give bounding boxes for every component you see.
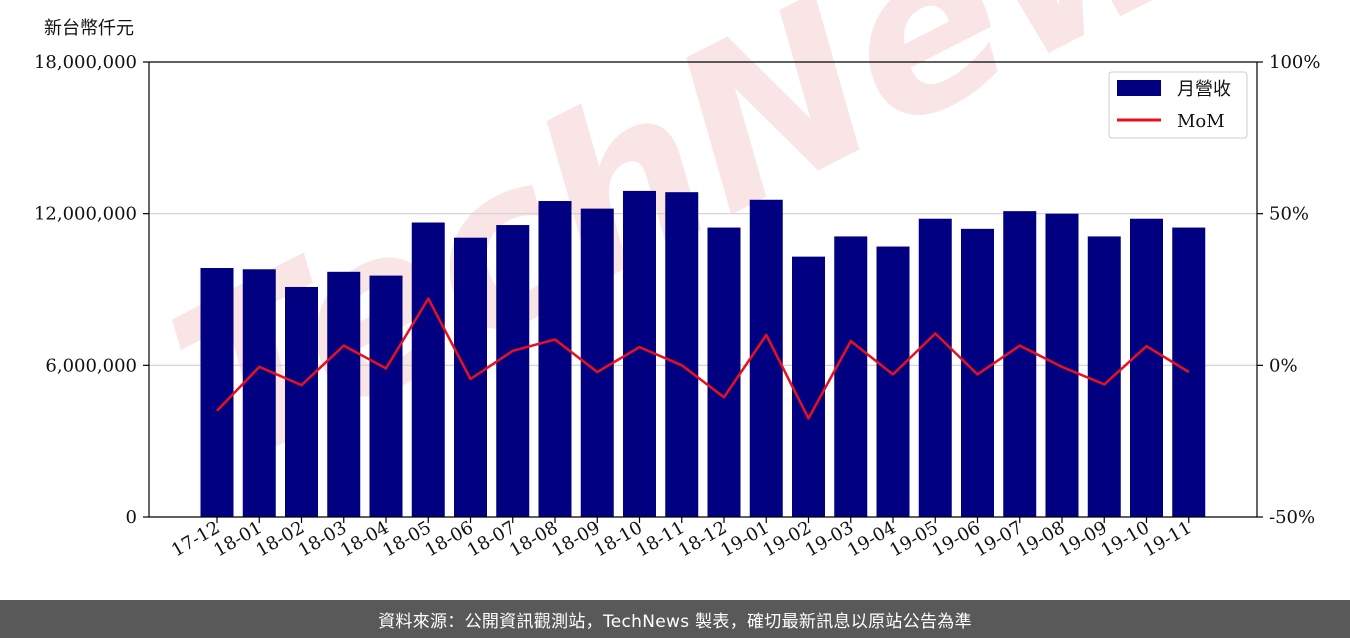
bar-19-03: [834, 236, 868, 517]
bar-19-05: [918, 218, 952, 517]
bar-18-01: [242, 269, 276, 517]
right-tick-label: 50%: [1269, 204, 1309, 225]
bar-18-05: [411, 222, 445, 517]
legend-bar-label: 月營收: [1177, 79, 1231, 100]
bar-19-10: [1130, 218, 1163, 517]
left-y-axis-ticks: 0 6,000,000 12,000,000 18,000,000: [34, 52, 149, 528]
bar-19-02: [792, 256, 825, 517]
y-axis-label: 新台幣仟元: [44, 18, 134, 39]
legend-bar-swatch: [1117, 80, 1161, 96]
bar-19-07: [1003, 211, 1037, 517]
axes: [148, 61, 1258, 518]
right-tick-label: 100%: [1269, 52, 1320, 73]
bar-17-12: [200, 268, 234, 517]
mom-line-series: [216, 297, 1190, 420]
bar-series: [200, 190, 1206, 518]
right-tick-label: 0%: [1269, 355, 1298, 376]
legend: 月營收 MoM: [1108, 71, 1248, 139]
bar-18-04: [369, 275, 403, 517]
left-tick-label: 18,000,000: [34, 52, 137, 73]
bar-18-03: [327, 271, 361, 517]
right-tick-label: -50%: [1269, 507, 1315, 528]
bar-19-09: [1087, 236, 1121, 517]
left-tick-label: 12,000,000: [34, 204, 137, 225]
revenue-chart: 17-1218-0118-0218-0318-0418-0518-0618-07…: [34, 18, 1321, 561]
x-tick-label-19-11: 19-11: [1140, 517, 1195, 561]
right-y-axis-ticks: -50% 0% 50% 100%: [1257, 52, 1320, 528]
bar-18-08: [538, 201, 572, 517]
bar-18-12: [707, 227, 741, 517]
bar-19-04: [876, 246, 910, 517]
x-axis-ticks: 17-1218-0118-0218-0318-0418-0518-0618-07…: [168, 517, 1195, 561]
source-footer: 資料來源：公開資訊觀測站，TechNews 製表，確切最新訊息以原站公告為準: [0, 600, 1350, 638]
left-tick-label: 6,000,000: [45, 355, 137, 376]
left-tick-label: 0: [126, 507, 137, 528]
bar-18-11: [665, 192, 699, 518]
legend-line-label: MoM: [1177, 111, 1225, 132]
bar-18-07: [496, 225, 530, 517]
mom-line: [216, 297, 1190, 420]
bar-19-08: [1045, 213, 1079, 517]
footer-text: 資料來源：公開資訊觀測站，TechNews 製表，確切最新訊息以原站公告為準: [378, 611, 972, 632]
bar-19-11: [1172, 227, 1206, 517]
bar-18-02: [285, 286, 318, 517]
